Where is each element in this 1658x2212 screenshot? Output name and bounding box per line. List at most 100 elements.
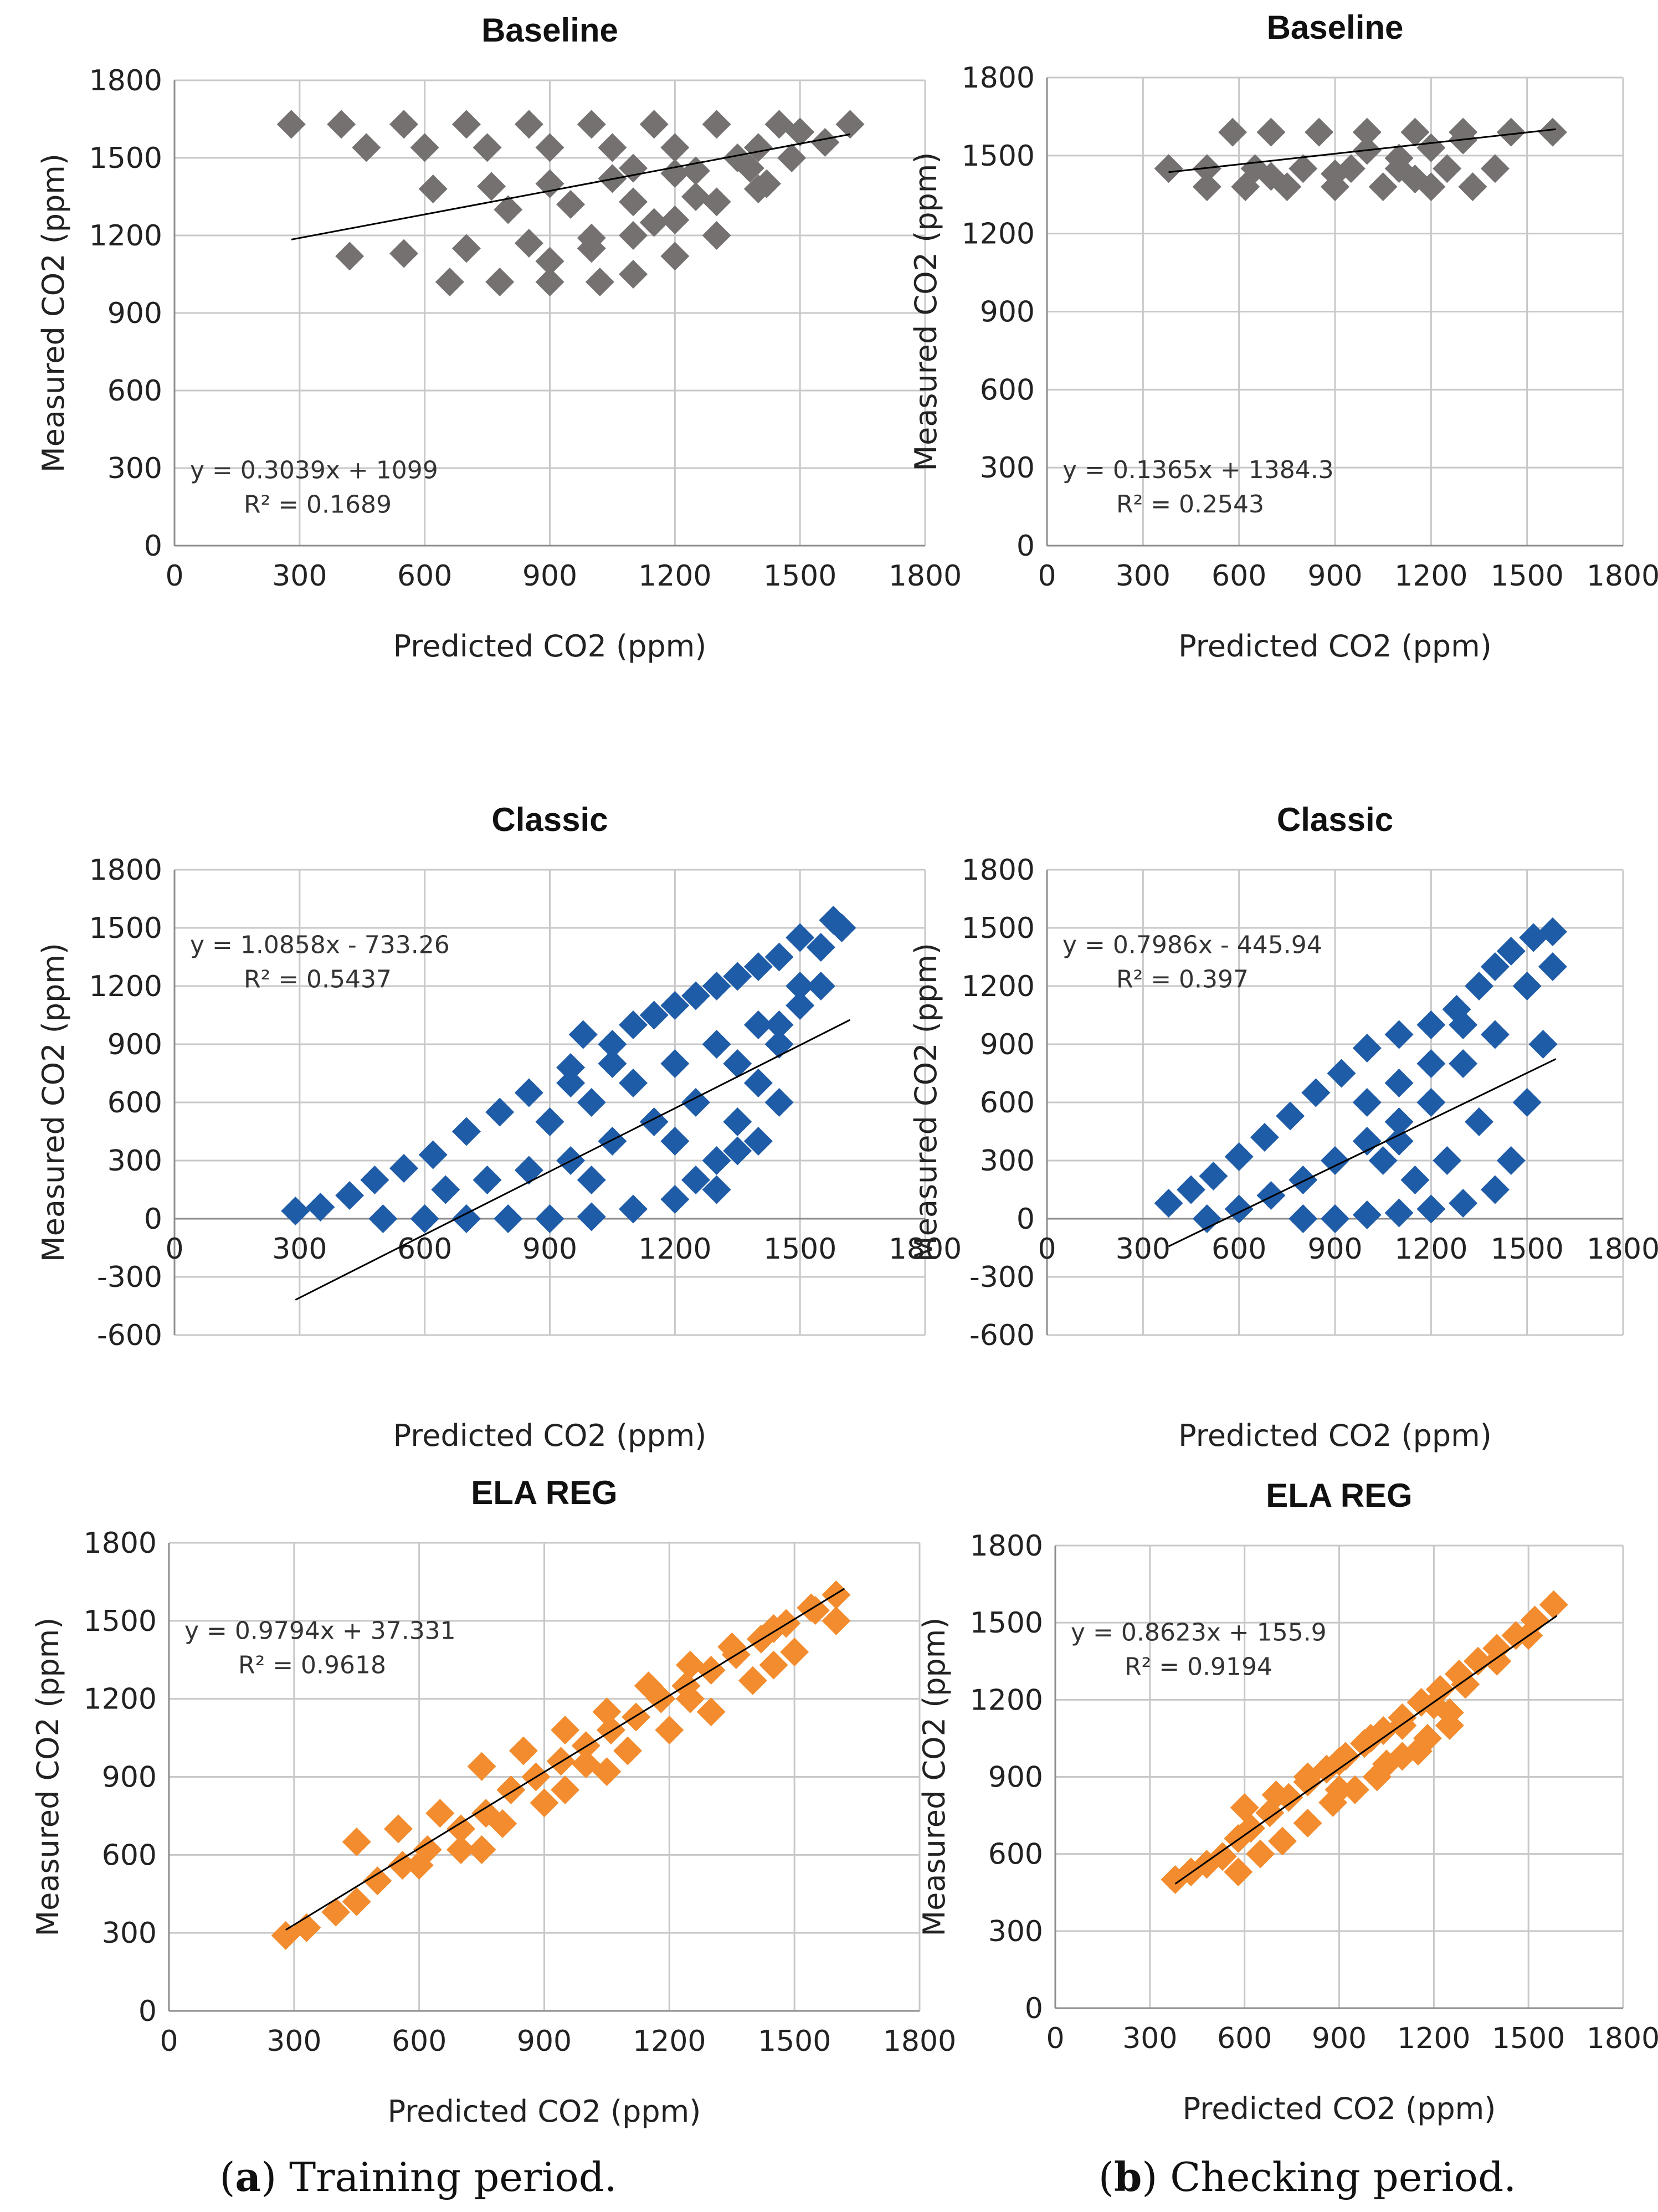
data-point bbox=[577, 1202, 606, 1231]
data-point bbox=[577, 110, 606, 139]
data-point bbox=[619, 1069, 648, 1097]
y-tick-label: 1500 bbox=[970, 1607, 1043, 1640]
data-point bbox=[1289, 1166, 1318, 1194]
x-axis-label: Predicted CO2 (ppm) bbox=[1178, 1418, 1492, 1453]
data-point bbox=[723, 1136, 752, 1166]
data-point bbox=[1352, 1127, 1382, 1156]
data-point bbox=[494, 195, 523, 224]
y-tick-label: 900 bbox=[980, 1028, 1035, 1061]
data-point bbox=[1289, 1204, 1318, 1233]
y-tick-label: 900 bbox=[107, 297, 162, 330]
data-point bbox=[335, 1181, 365, 1210]
data-point bbox=[660, 1049, 690, 1078]
data-point bbox=[467, 1835, 496, 1864]
data-point bbox=[1416, 1194, 1446, 1224]
r-squared: R² = 0.397 bbox=[1116, 966, 1249, 994]
data-point bbox=[1433, 1146, 1462, 1175]
y-tick-label: 900 bbox=[980, 296, 1035, 329]
data-point bbox=[743, 133, 773, 162]
x-tick-label: 1800 bbox=[1587, 2022, 1658, 2055]
x-tick-label: 900 bbox=[517, 2025, 572, 2058]
data-point bbox=[577, 1088, 606, 1117]
x-tick-label: 900 bbox=[1307, 560, 1362, 593]
data-point bbox=[743, 1010, 773, 1039]
data-point bbox=[404, 1851, 434, 1880]
chart-5: 0 300 600 900 1200 1500 1800 0 300 600 900 1200 1500… bbox=[30, 1474, 956, 2129]
y-tick-label: 1200 bbox=[84, 1683, 157, 1716]
x-tick-label: 900 bbox=[1312, 2022, 1367, 2055]
data-point bbox=[1218, 117, 1248, 147]
data-point bbox=[1465, 1107, 1493, 1136]
data-point bbox=[777, 143, 807, 172]
y-tick-label: 900 bbox=[107, 1028, 162, 1061]
trendline-equation: y = 0.3039x + 1099 bbox=[190, 456, 438, 485]
x-axis-label: Predicted CO2 (ppm) bbox=[393, 1418, 707, 1453]
data-point bbox=[435, 268, 464, 296]
trendline bbox=[285, 1588, 845, 1931]
data-point bbox=[598, 1127, 627, 1156]
data-point bbox=[1224, 1142, 1254, 1171]
x-tick-label: 300 bbox=[266, 2025, 321, 2058]
figure-caption: (a) Training period. bbox=[219, 2153, 617, 2200]
x-tick-label: 1200 bbox=[1394, 1233, 1467, 1266]
data-point bbox=[1256, 162, 1286, 191]
data-point bbox=[451, 1117, 481, 1146]
data-point bbox=[585, 268, 614, 296]
y-tick-label: 1800 bbox=[84, 1527, 157, 1560]
data-point bbox=[702, 187, 731, 217]
caption-letter: b bbox=[1114, 2153, 1142, 2200]
data-point bbox=[494, 1204, 523, 1233]
y-tick-label: 600 bbox=[980, 373, 1035, 407]
data-point bbox=[327, 110, 356, 139]
data-point bbox=[1539, 1590, 1568, 1619]
data-point bbox=[619, 221, 648, 250]
data-point bbox=[592, 1697, 622, 1727]
data-point bbox=[660, 991, 690, 1020]
data-point bbox=[1268, 1826, 1297, 1856]
data-point bbox=[786, 991, 815, 1020]
data-point bbox=[1327, 1059, 1356, 1088]
y-axis-label: Measured CO2 (ppm) bbox=[36, 943, 71, 1262]
data-point bbox=[696, 1697, 726, 1727]
x-tick-label: 600 bbox=[1217, 2022, 1272, 2055]
y-tick-label: 0 bbox=[144, 530, 162, 563]
y-tick-label: 300 bbox=[980, 1145, 1035, 1178]
data-point bbox=[675, 1650, 705, 1680]
y-tick-label: 900 bbox=[988, 1761, 1043, 1794]
data-point bbox=[496, 1775, 526, 1804]
x-axis-label: Predicted CO2 (ppm) bbox=[388, 2094, 701, 2129]
data-point bbox=[634, 1671, 663, 1701]
data-point bbox=[1538, 117, 1567, 147]
data-point bbox=[551, 1775, 580, 1804]
data-point bbox=[1321, 1204, 1349, 1233]
data-point bbox=[1352, 117, 1382, 147]
data-point bbox=[1177, 1175, 1205, 1204]
y-tick-label: 1800 bbox=[89, 64, 162, 97]
chart-title: Classic bbox=[491, 801, 608, 838]
x-axis-label: Predicted CO2 (ppm) bbox=[1183, 2091, 1496, 2126]
chart-title: Baseline bbox=[1267, 9, 1404, 46]
data-point bbox=[764, 1088, 794, 1117]
y-tick-label: 300 bbox=[988, 1915, 1043, 1948]
data-point bbox=[467, 1752, 496, 1781]
x-tick-label: 1800 bbox=[889, 1233, 962, 1266]
data-point bbox=[1512, 972, 1542, 1000]
data-point bbox=[639, 208, 669, 237]
y-tick-label: 900 bbox=[102, 1761, 157, 1794]
x-tick-label: 300 bbox=[1122, 2022, 1177, 2055]
x-tick-label: 300 bbox=[1116, 1233, 1171, 1266]
data-point bbox=[806, 972, 835, 1000]
data-point bbox=[535, 268, 564, 296]
data-point bbox=[388, 1851, 417, 1880]
data-point bbox=[1208, 1842, 1237, 1871]
data-point bbox=[485, 268, 515, 296]
y-tick-label: 0 bbox=[138, 1995, 157, 2028]
data-point bbox=[292, 1913, 321, 1942]
data-point bbox=[1416, 1049, 1446, 1078]
data-point bbox=[384, 1814, 413, 1844]
x-tick-label: 1500 bbox=[1492, 2022, 1565, 2055]
caption-paren-open: ( bbox=[219, 2154, 235, 2200]
data-point bbox=[660, 133, 690, 162]
y-tick-label: 600 bbox=[107, 374, 162, 408]
data-point bbox=[1192, 172, 1221, 202]
